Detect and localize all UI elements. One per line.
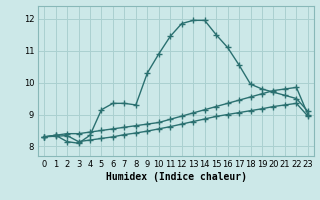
X-axis label: Humidex (Indice chaleur): Humidex (Indice chaleur) xyxy=(106,172,246,182)
